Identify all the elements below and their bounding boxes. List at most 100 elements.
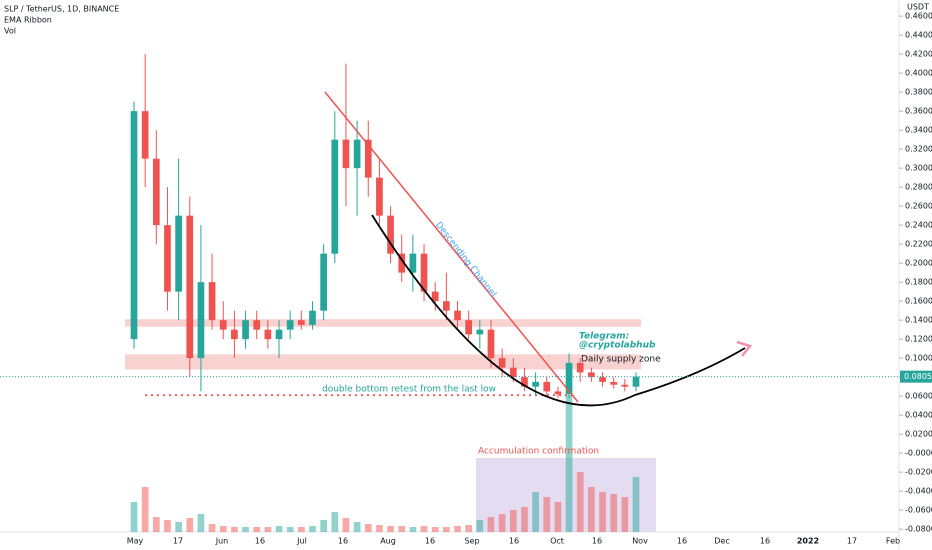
candle-body [219, 320, 227, 330]
y-tick-label: -0.0800 [905, 525, 932, 534]
volume-bar [208, 524, 216, 532]
candle-body [576, 362, 584, 373]
x-tick-label: 17 [847, 537, 857, 546]
y-tick-label: 0.2000 [905, 259, 932, 268]
candle-body [331, 139, 339, 254]
volume-bar [376, 525, 383, 532]
volume-bar [632, 477, 640, 532]
y-tick-label: 0.2600 [905, 202, 932, 211]
y-tick-label: 0.2200 [905, 240, 932, 249]
volume-bar [532, 492, 539, 532]
candle-body [376, 177, 383, 216]
volume-bar [610, 494, 618, 532]
y-tick-label: 0.1600 [905, 297, 932, 306]
volume-bar [264, 527, 272, 532]
volume-bar [364, 524, 372, 532]
candle-body [454, 310, 461, 321]
candle-body [353, 139, 361, 169]
candle-body [141, 111, 149, 159]
candle-body [208, 282, 216, 321]
y-tick-label: 0.4200 [905, 50, 932, 59]
x-tick-label: 2022 [797, 537, 819, 546]
volume-bar [521, 507, 528, 532]
y-tick-label: 0.2800 [905, 183, 932, 192]
candle-body [186, 215, 194, 359]
y-tick-label: 0.4000 [905, 69, 932, 78]
candle-body [543, 381, 551, 392]
candle-body [297, 320, 305, 325]
channel-line [324, 91, 579, 403]
volume-bar [219, 526, 227, 532]
supply-zone [125, 354, 641, 370]
supply-zone [125, 319, 641, 327]
last-price-label: 0.0805 [904, 372, 932, 381]
candle-body [588, 372, 595, 378]
volume-bar [342, 518, 350, 532]
volume-bar [152, 517, 160, 532]
volume-bar [487, 517, 495, 532]
volume-bar [443, 527, 450, 532]
candle-body [175, 215, 182, 292]
candle-body [599, 377, 606, 382]
volume-bar [409, 527, 417, 532]
volume-bar [476, 520, 484, 532]
volume-bar [242, 527, 249, 532]
candle-body [409, 253, 417, 273]
x-tick-label: 16 [760, 537, 770, 546]
x-tick-label: 16 [425, 537, 435, 546]
candle-body [231, 329, 238, 340]
arrow-head [736, 340, 753, 357]
y-tick-label: -0.0400 [905, 487, 932, 496]
x-tick-label: 16 [509, 537, 519, 546]
indicator-label: Vol [4, 27, 16, 36]
x-tick-label: Dec [714, 537, 729, 546]
volume-bar [297, 527, 305, 532]
candle-body [443, 301, 450, 311]
volume-bar [554, 502, 562, 532]
x-tick-label: 16 [677, 537, 687, 546]
indicator-label: EMA Ribbon [4, 16, 52, 25]
y-tick-label: 0.1200 [905, 335, 932, 344]
volume-bar [509, 510, 517, 532]
candle-body [509, 367, 517, 378]
volume-bar [387, 526, 394, 532]
x-tick-label: 16 [255, 537, 265, 546]
volume-bar [353, 522, 361, 532]
candle-body [197, 282, 205, 359]
y-tick-label: 0.0200 [905, 430, 932, 439]
candle-body [487, 329, 495, 359]
volume-bar [431, 527, 439, 532]
y-tick-label: 0.1400 [905, 316, 932, 325]
supply-label: Daily supply zone [581, 355, 661, 365]
candle-body [532, 381, 539, 387]
y-tick-label: -0.0200 [905, 468, 932, 477]
volume-bar [398, 526, 406, 532]
candle-body [130, 111, 138, 340]
x-tick-label: 17 [173, 537, 183, 546]
y-tick-label: 0.0400 [905, 411, 932, 420]
candle-body [242, 320, 249, 340]
volume-bar [621, 497, 629, 532]
candle-body [253, 320, 261, 330]
volume-bar [331, 512, 339, 532]
candle-body [632, 376, 640, 387]
y-tick-label: 0.1000 [905, 354, 932, 363]
x-tick-label: 16 [592, 537, 602, 546]
x-tick-label: Feb [886, 537, 900, 546]
volume-bar [588, 487, 595, 532]
cup-curve [371, 214, 746, 407]
candle-body [465, 320, 473, 335]
volume-bar [454, 526, 461, 532]
x-tick-label: 16 [338, 537, 348, 546]
candle-body [554, 391, 562, 395]
candle-body [364, 139, 372, 178]
x-tick-label: Nov [632, 537, 648, 546]
candle-body [498, 358, 506, 368]
y-tick-label: 0.4600 [905, 12, 932, 21]
volume-bar [543, 497, 551, 532]
double-bottom-label: double bottom retest from the last low [322, 385, 496, 395]
candle-body [431, 291, 439, 302]
candle-body [565, 362, 573, 395]
candle-body [342, 139, 350, 169]
